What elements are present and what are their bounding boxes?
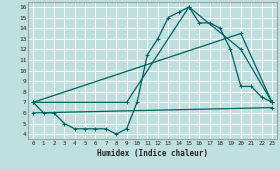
X-axis label: Humidex (Indice chaleur): Humidex (Indice chaleur) [97, 149, 208, 158]
